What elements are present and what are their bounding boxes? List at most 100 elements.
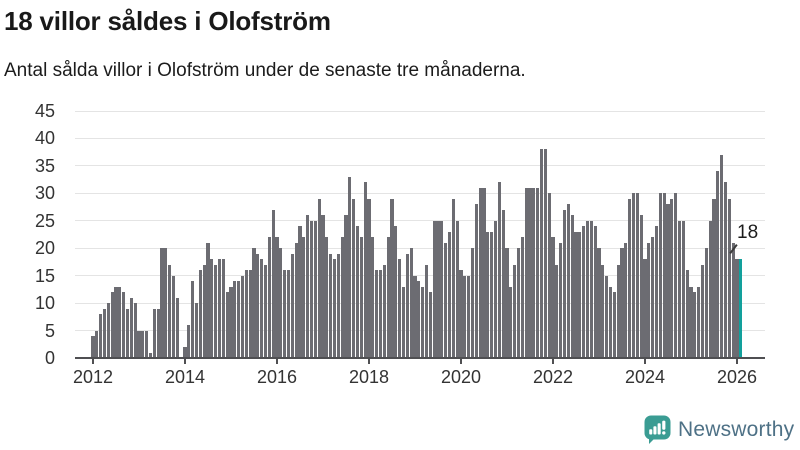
- bar: [290, 253, 294, 358]
- y-axis-tick-label: 40: [34, 128, 55, 149]
- bar: [317, 198, 321, 358]
- bar: [294, 242, 298, 358]
- bar: [704, 248, 708, 358]
- bar: [394, 226, 398, 358]
- bar: [578, 231, 582, 358]
- y-axis-tick-label: 5: [44, 320, 55, 341]
- bar: [539, 149, 544, 358]
- bar: [344, 215, 348, 358]
- bar: [597, 248, 601, 358]
- bar: [275, 237, 279, 358]
- bar: [267, 237, 271, 358]
- last-value-annotation: 18: [737, 222, 759, 243]
- bar: [240, 275, 245, 358]
- bar: [689, 286, 693, 358]
- x-axis-tick: [551, 359, 554, 364]
- bar: [329, 253, 333, 358]
- bar: [321, 215, 325, 358]
- gridline: [75, 275, 765, 277]
- x-axis-tick-label: 2024: [624, 367, 665, 387]
- bar: [493, 220, 498, 358]
- bar: [528, 187, 532, 358]
- bar: [455, 220, 459, 358]
- bar: [497, 182, 501, 358]
- bar: [390, 198, 394, 358]
- bar: [336, 253, 340, 358]
- bar: [482, 187, 486, 358]
- bar: [432, 220, 436, 358]
- bar: [681, 220, 685, 358]
- bar: [409, 248, 413, 358]
- x-axis-tick-label: 2016: [256, 367, 297, 387]
- bar: [662, 193, 666, 358]
- bar: [444, 242, 448, 358]
- bar: [505, 248, 509, 358]
- bar: [375, 270, 379, 358]
- bar: [256, 253, 260, 358]
- x-axis-tick-label: 2026: [716, 367, 757, 387]
- bar: [348, 176, 352, 358]
- y-axis-tick-label: 45: [34, 101, 55, 121]
- bar: [440, 220, 444, 358]
- bar: [417, 281, 421, 358]
- bar: [110, 292, 114, 358]
- bar: [574, 231, 578, 358]
- bar: [723, 182, 728, 358]
- bar: [398, 259, 402, 358]
- bar: [585, 220, 590, 358]
- bar: [731, 242, 735, 358]
- bar: [99, 314, 103, 358]
- bar: [463, 275, 467, 358]
- x-axis-line: [75, 357, 765, 359]
- bar: [386, 237, 390, 358]
- bar: [175, 297, 179, 358]
- bar: [187, 325, 191, 358]
- bar: [501, 209, 505, 358]
- bar: [359, 237, 363, 358]
- bar: [674, 193, 678, 358]
- bar: [582, 226, 586, 358]
- bar: [509, 286, 513, 358]
- y-axis-tick-label: 30: [34, 183, 55, 204]
- bar: [401, 286, 406, 358]
- bar: [593, 226, 597, 358]
- bar: [279, 248, 283, 358]
- bar: [727, 198, 731, 358]
- bar: [520, 237, 524, 358]
- y-axis-tick-label: 0: [44, 348, 55, 368]
- gridline: [75, 137, 765, 139]
- bar: [643, 259, 647, 358]
- page-title: 18 villor såldes i Olofström: [4, 6, 331, 36]
- bar: [106, 303, 110, 358]
- y-axis-tick-label: 10: [34, 293, 55, 314]
- bar: [160, 248, 164, 358]
- bar: [635, 193, 639, 358]
- bar: [658, 193, 662, 358]
- bar: [436, 220, 440, 358]
- bar: [263, 264, 268, 358]
- bar: [467, 275, 471, 358]
- bar: [137, 330, 141, 358]
- bar: [566, 204, 570, 358]
- bar: [651, 237, 655, 358]
- y-axis-tick-label: 15: [34, 265, 55, 286]
- bar: [428, 292, 432, 358]
- bar: [244, 270, 248, 358]
- gridline: [75, 165, 765, 167]
- bar: [712, 198, 716, 358]
- bar: [413, 275, 417, 358]
- x-axis-tick-label: 2022: [532, 367, 573, 387]
- bar: [677, 220, 682, 358]
- bar: [194, 303, 199, 358]
- bar: [639, 215, 643, 358]
- bar: [114, 286, 118, 358]
- bar: [608, 286, 613, 358]
- bar: [601, 264, 605, 358]
- bar: [363, 182, 367, 358]
- bar: [171, 275, 176, 358]
- bar: [202, 264, 206, 358]
- bar: [382, 264, 386, 358]
- bar: [298, 226, 302, 358]
